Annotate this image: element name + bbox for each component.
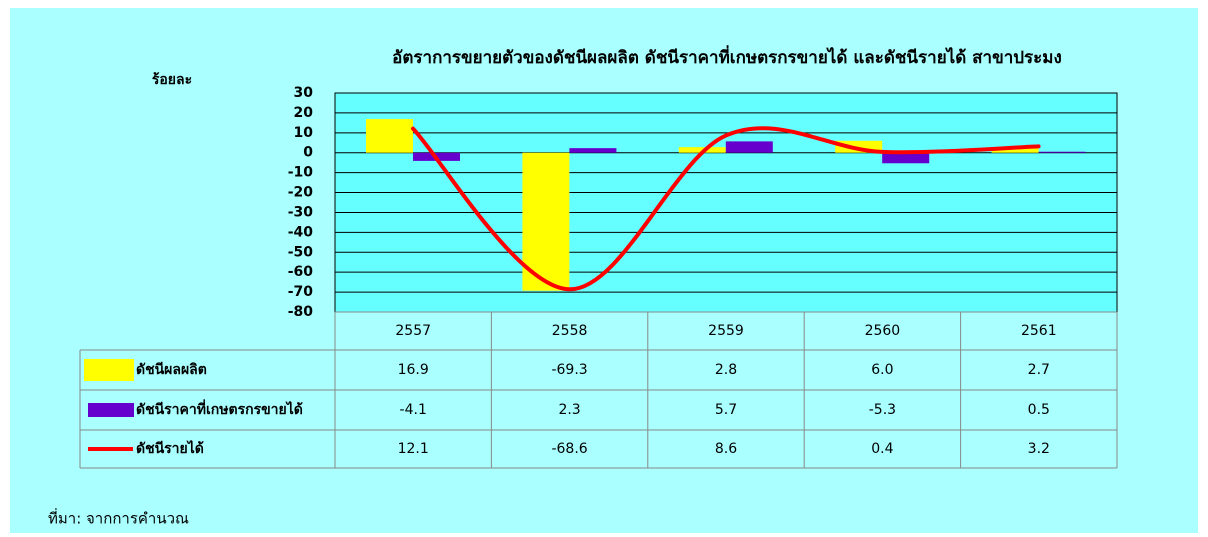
y-tick-label: 0 — [303, 145, 313, 161]
table-value: 6.0 — [871, 362, 893, 378]
y-tick-label: -80 — [288, 304, 314, 320]
plot-area — [334, 92, 1118, 313]
x-tick-label: 2559 — [708, 323, 744, 339]
table-value: 0.5 — [1028, 402, 1050, 418]
table-value: -4.1 — [400, 402, 427, 418]
legend-label: ดัชนีผลผลิต — [136, 362, 207, 378]
table-value: 0.4 — [871, 441, 893, 457]
y-tick-label: -40 — [288, 224, 314, 240]
table-value: 16.9 — [398, 362, 429, 378]
table-value: 2.3 — [558, 402, 580, 418]
bar — [991, 147, 1039, 153]
x-tick-label: 2558 — [552, 323, 588, 339]
x-tick-label: 2560 — [865, 323, 901, 339]
legend-label: ดัชนีราคาที่เกษตรกรขายได้ — [136, 399, 303, 418]
bar — [725, 141, 773, 153]
y-axis-label: ร้อยละ — [152, 72, 192, 88]
x-tick-label: 2561 — [1021, 323, 1057, 339]
x-tick-label: 2557 — [395, 323, 431, 339]
bar — [882, 152, 930, 164]
bar — [1038, 151, 1086, 153]
chart-title: อัตราการขยายตัวของดัชนีผลผลิต ดัชนีราคาท… — [392, 45, 1062, 68]
y-tick-label: -30 — [288, 204, 314, 220]
table-value: 3.2 — [1028, 441, 1050, 457]
line — [411, 126, 1041, 292]
table-value: 2.8 — [715, 362, 737, 378]
legend-key — [84, 359, 134, 381]
bar — [569, 148, 617, 153]
source-note: ที่มา: จากการคำนวณ — [48, 508, 189, 528]
legend-key — [88, 403, 134, 417]
bar — [522, 152, 570, 291]
table-value: -5.3 — [869, 402, 896, 418]
table-value: 8.6 — [715, 441, 737, 457]
y-tick-label: 20 — [294, 105, 314, 121]
bar — [835, 140, 883, 153]
table-value: -68.6 — [551, 441, 587, 457]
y-tick-label: -20 — [288, 185, 314, 201]
table-value: 2.7 — [1028, 362, 1050, 378]
table-value: 12.1 — [398, 441, 429, 457]
legend-label: ดัชนีรายได้ — [136, 439, 204, 457]
y-tick-label: -50 — [288, 244, 314, 260]
y-tick-label: -70 — [288, 284, 314, 300]
y-tick-label: 30 — [294, 85, 314, 101]
table-value: -69.3 — [551, 362, 587, 378]
y-tick-label: 10 — [294, 125, 314, 141]
table-value: 5.7 — [715, 402, 737, 418]
y-tick-label: -60 — [288, 264, 314, 280]
bar — [366, 119, 413, 153]
y-tick-label: -10 — [288, 165, 314, 181]
